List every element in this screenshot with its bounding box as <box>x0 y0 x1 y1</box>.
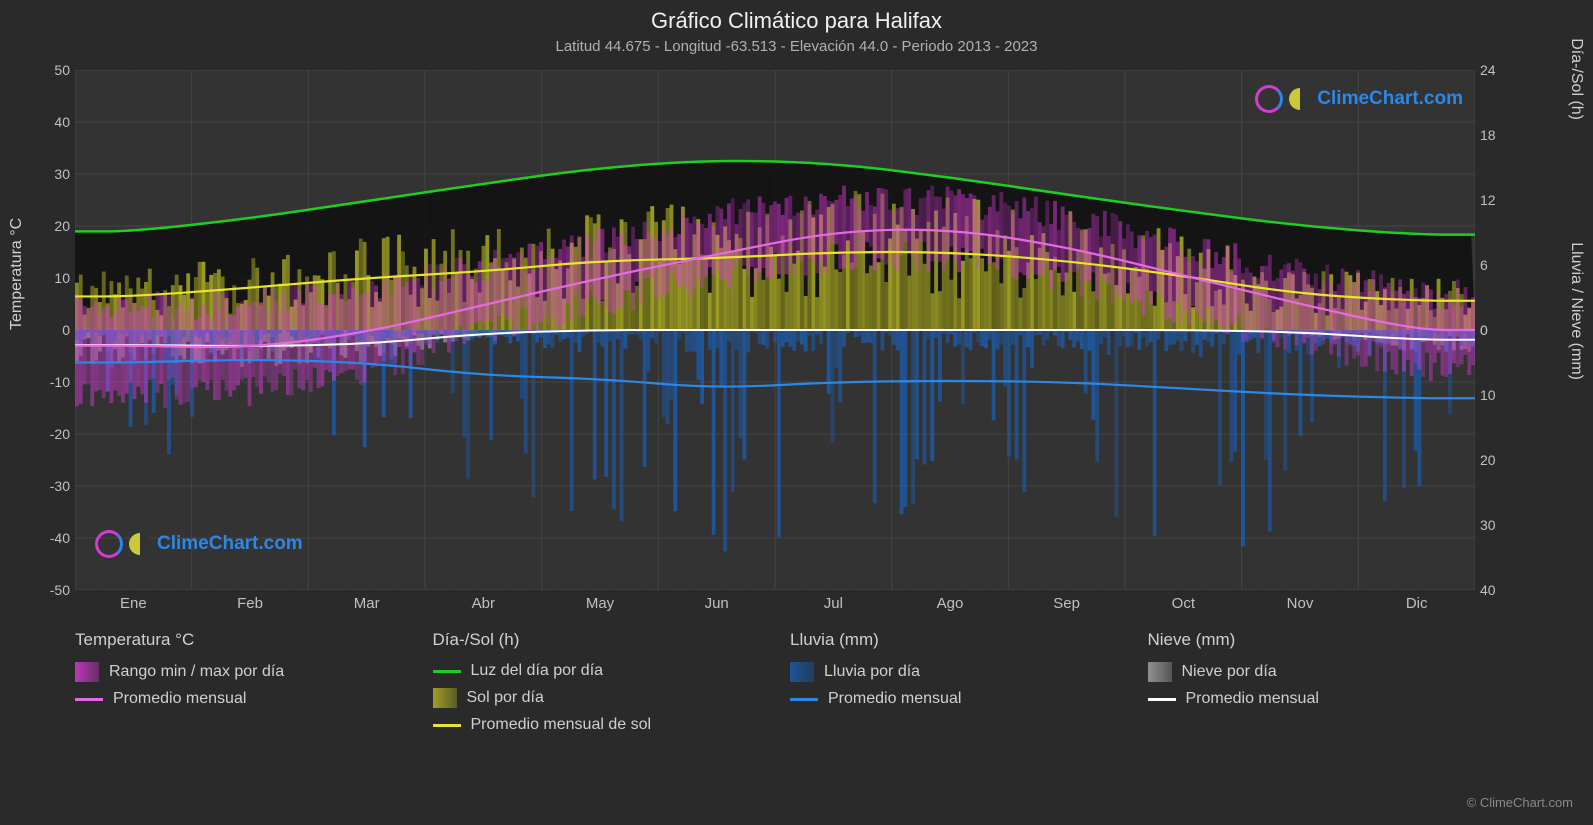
legend-col-snow: Nieve (mm) Nieve por día Promedio mensual <box>1148 630 1476 734</box>
y-tick-right-bottom: 20 <box>1480 452 1520 468</box>
x-tick-month: Sep <box>1037 595 1097 612</box>
y-tick-left: 50 <box>30 62 70 78</box>
legend: Temperatura °C Rango min / max por día Pro… <box>75 630 1475 734</box>
y-axis-left-label: Temperatura °C <box>8 218 26 330</box>
y-tick-right-bottom: 40 <box>1480 582 1520 598</box>
y-axis-right-top-label: Día-/Sol (h) <box>1567 38 1585 120</box>
legend-item: Promedio mensual <box>790 690 1118 708</box>
legend-swatch <box>75 698 103 701</box>
plot-svg <box>75 70 1475 590</box>
legend-label: Rango min / max por día <box>109 663 284 681</box>
legend-swatch <box>790 698 818 701</box>
legend-swatch <box>433 688 457 708</box>
legend-item: Promedio mensual <box>75 690 403 708</box>
legend-label: Nieve por día <box>1182 663 1277 681</box>
legend-item: Promedio mensual <box>1148 690 1476 708</box>
x-tick-month: May <box>570 595 630 612</box>
y-tick-left: -50 <box>30 582 70 598</box>
chart-subtitle: Latitud 44.675 - Longitud -63.513 - Elev… <box>0 38 1593 55</box>
logo-sun-icon <box>1289 88 1311 110</box>
y-tick-left: 0 <box>30 322 70 338</box>
logo-sun-icon <box>129 533 151 555</box>
y-tick-right-top: 18 <box>1480 127 1520 143</box>
x-tick-month: Mar <box>337 595 397 612</box>
y-axis-right-bottom-label: Lluvia / Nieve (mm) <box>1567 242 1585 380</box>
x-tick-month: Oct <box>1153 595 1213 612</box>
x-tick-month: Feb <box>220 595 280 612</box>
y-tick-right-bottom: 10 <box>1480 387 1520 403</box>
y-tick-right-bottom: 0 <box>1480 322 1520 338</box>
legend-swatch <box>1148 662 1172 682</box>
legend-item: Sol por día <box>433 688 761 708</box>
y-tick-right-bottom: 30 <box>1480 517 1520 533</box>
y-tick-left: -30 <box>30 478 70 494</box>
legend-col-rain: Lluvia (mm) Lluvia por día Promedio mensua… <box>790 630 1118 734</box>
legend-item: Nieve por día <box>1148 662 1476 682</box>
y-tick-right-top: 6 <box>1480 257 1520 273</box>
legend-swatch <box>75 662 99 682</box>
brand-text: ClimeChart.com <box>1317 88 1463 110</box>
legend-header: Día-/Sol (h) <box>433 630 761 650</box>
brand-logo-top: ClimeChart.com <box>1255 85 1463 113</box>
legend-col-daysun: Día-/Sol (h) Luz del día por día Sol por d… <box>433 630 761 734</box>
chart-title: Gráfico Climático para Halifax <box>0 8 1593 34</box>
legend-swatch <box>1148 698 1176 701</box>
x-tick-month: Jul <box>803 595 863 612</box>
y-tick-left: 40 <box>30 114 70 130</box>
legend-swatch <box>433 724 461 727</box>
y-tick-left: 20 <box>30 218 70 234</box>
legend-label: Promedio mensual <box>1186 690 1319 708</box>
y-tick-left: -10 <box>30 374 70 390</box>
plot-area <box>75 70 1475 590</box>
x-tick-month: Jun <box>687 595 747 612</box>
x-tick-month: Nov <box>1270 595 1330 612</box>
legend-header: Lluvia (mm) <box>790 630 1118 650</box>
brand-logo-bottom: ClimeChart.com <box>95 530 303 558</box>
legend-item: Luz del día por día <box>433 662 761 680</box>
logo-c-icon <box>1255 85 1283 113</box>
legend-header: Nieve (mm) <box>1148 630 1476 650</box>
y-tick-left: -20 <box>30 426 70 442</box>
legend-swatch <box>790 662 814 682</box>
legend-label: Luz del día por día <box>471 662 604 680</box>
x-tick-month: Ene <box>103 595 163 612</box>
copyright: © ClimeChart.com <box>1467 795 1573 810</box>
legend-label: Lluvia por día <box>824 663 920 681</box>
legend-swatch <box>433 670 461 673</box>
y-tick-right-top: 12 <box>1480 192 1520 208</box>
y-tick-left: 30 <box>30 166 70 182</box>
logo-c-icon <box>95 530 123 558</box>
legend-item: Lluvia por día <box>790 662 1118 682</box>
y-tick-right-top: 24 <box>1480 62 1520 78</box>
x-tick-month: Abr <box>453 595 513 612</box>
climate-chart: Gráfico Climático para Halifax Latitud 4… <box>0 0 1593 825</box>
legend-item: Promedio mensual de sol <box>433 716 761 734</box>
legend-header: Temperatura °C <box>75 630 403 650</box>
x-tick-month: Ago <box>920 595 980 612</box>
y-tick-left: 10 <box>30 270 70 286</box>
y-tick-left: -40 <box>30 530 70 546</box>
legend-label: Promedio mensual <box>113 690 246 708</box>
legend-col-temp: Temperatura °C Rango min / max por día Pro… <box>75 630 403 734</box>
brand-text: ClimeChart.com <box>157 533 303 555</box>
legend-label: Sol por día <box>467 689 544 707</box>
x-tick-month: Dic <box>1387 595 1447 612</box>
legend-label: Promedio mensual <box>828 690 961 708</box>
legend-label: Promedio mensual de sol <box>471 716 652 734</box>
legend-item: Rango min / max por día <box>75 662 403 682</box>
